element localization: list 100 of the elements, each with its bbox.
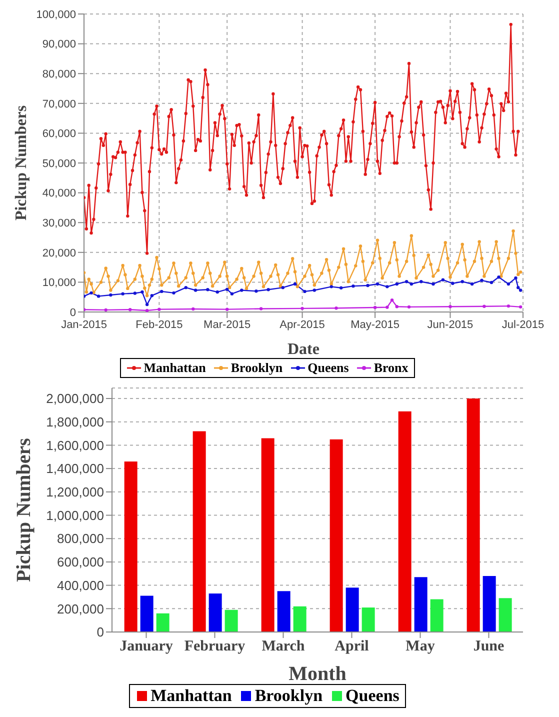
y-tick-label: 200,000 — [57, 601, 104, 616]
y-tick-label: 1,200,000 — [46, 484, 104, 500]
point — [254, 290, 258, 293]
y-tick-label: 1,800,000 — [46, 414, 104, 430]
point — [90, 291, 93, 295]
bar — [466, 398, 480, 632]
legend-label: Manhattan — [144, 360, 206, 376]
y-axis-title: Pickup Numbers — [13, 438, 35, 582]
x-tick-label: May — [406, 638, 436, 655]
point — [145, 302, 149, 306]
point — [366, 284, 370, 288]
point — [172, 291, 176, 295]
point — [104, 308, 108, 312]
point — [386, 285, 389, 288]
y-tick-label: 20,000 — [42, 247, 76, 260]
point — [140, 290, 144, 294]
point — [216, 290, 219, 294]
point — [194, 288, 198, 292]
y-tick-label: 1,600,000 — [46, 438, 104, 453]
point — [226, 288, 229, 291]
x-tick-label: February — [184, 638, 246, 655]
point — [432, 282, 435, 286]
point — [448, 305, 452, 308]
x-tick-label: Apr-2015 — [280, 318, 325, 331]
point — [121, 292, 124, 296]
y-tick-label: 90,000 — [42, 38, 76, 51]
legend-label: Brooklyn — [254, 686, 323, 706]
y-tick-label: 0 — [96, 624, 104, 640]
bar — [277, 591, 290, 632]
line-series — [84, 276, 522, 306]
point — [451, 282, 454, 285]
point — [184, 286, 188, 290]
point — [490, 280, 494, 284]
bar — [293, 606, 306, 632]
x-axis-title: Month — [288, 663, 346, 685]
point — [441, 278, 445, 282]
point — [390, 298, 394, 302]
point — [128, 308, 132, 312]
point — [373, 306, 377, 310]
bar — [430, 599, 444, 632]
point — [330, 285, 333, 288]
point — [480, 278, 484, 282]
point — [506, 282, 510, 286]
point — [240, 288, 244, 292]
point — [352, 284, 355, 288]
x-axis-title: Date — [288, 341, 320, 358]
point — [518, 305, 522, 309]
point — [516, 286, 520, 290]
point — [192, 307, 195, 311]
point — [514, 276, 518, 280]
bar — [398, 411, 412, 632]
point — [518, 288, 522, 292]
bar — [208, 593, 222, 632]
legend-label: Manhattan — [150, 686, 232, 706]
legend-label: Brooklyn — [230, 360, 283, 376]
point — [300, 306, 304, 310]
y-tick-label: 600,000 — [57, 554, 104, 570]
bar — [482, 576, 496, 632]
point — [506, 304, 510, 308]
x-tick-label: March — [262, 638, 306, 655]
point — [386, 306, 389, 309]
legend-label: Bronx — [374, 360, 408, 376]
y-tick-label: 80,000 — [42, 68, 76, 81]
point — [420, 280, 423, 284]
point — [226, 308, 229, 311]
point — [150, 294, 154, 298]
y-tick-label: 400,000 — [57, 578, 104, 593]
point — [334, 306, 338, 310]
bar — [330, 439, 343, 632]
legend-label: Queens — [346, 686, 400, 706]
y-tick-label: 1,000,000 — [46, 508, 104, 523]
point — [133, 292, 137, 295]
point — [109, 293, 112, 297]
point — [395, 305, 398, 308]
point — [230, 292, 234, 296]
y-tick-label: 60,000 — [42, 128, 76, 140]
point — [96, 294, 100, 298]
point — [145, 308, 149, 312]
point — [158, 308, 161, 311]
point — [395, 282, 398, 286]
point — [293, 282, 297, 286]
point — [266, 288, 270, 292]
x-tick-label: Feb-2015 — [136, 318, 183, 331]
x-tick-label: Jul-2015 — [502, 318, 544, 331]
bar — [124, 462, 138, 632]
bar — [414, 577, 428, 632]
x-tick-label: January — [120, 638, 174, 655]
y-tick-label: 0 — [70, 306, 76, 319]
point — [482, 304, 486, 308]
point — [410, 282, 414, 286]
y-tick-label: 100,000 — [36, 8, 76, 21]
x-tick-label: April — [334, 638, 369, 655]
y-tick-label: 1,400,000 — [46, 461, 104, 476]
point — [259, 307, 263, 310]
y-tick-label: 800,000 — [57, 531, 104, 546]
point — [460, 280, 464, 284]
y-tick-label: 40,000 — [42, 188, 76, 200]
x-tick-label: Jan-2015 — [61, 318, 107, 331]
x-tick-label: Mar-2015 — [204, 318, 251, 331]
point — [497, 276, 500, 279]
